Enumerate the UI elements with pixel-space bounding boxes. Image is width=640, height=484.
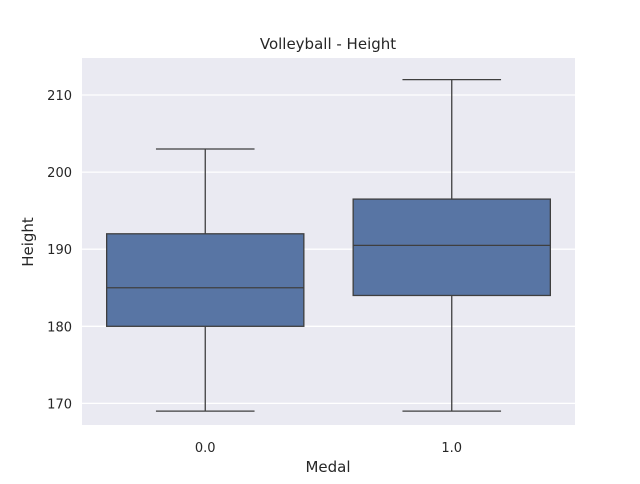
box-group xyxy=(352,78,551,412)
y-tick-label: 200 xyxy=(47,166,72,181)
x-ticks: 0.0 1.0 xyxy=(195,441,462,456)
y-tick-label: 210 xyxy=(47,89,72,104)
y-axis-label: Height xyxy=(19,217,37,267)
x-axis-label: Medal xyxy=(305,458,350,476)
y-tick-label: 170 xyxy=(47,397,72,412)
x-tick-label: 1.0 xyxy=(441,441,462,456)
x-tick-label: 0.0 xyxy=(195,441,216,456)
box-group xyxy=(106,148,305,412)
y-ticks: 170 180 190 200 210 xyxy=(47,89,72,412)
iqr-box xyxy=(352,198,551,297)
chart-title: Volleyball - Height xyxy=(260,35,396,53)
iqr-box xyxy=(106,233,305,327)
y-tick-label: 180 xyxy=(47,320,72,335)
boxes xyxy=(106,78,551,412)
y-tick-label: 190 xyxy=(47,243,72,258)
